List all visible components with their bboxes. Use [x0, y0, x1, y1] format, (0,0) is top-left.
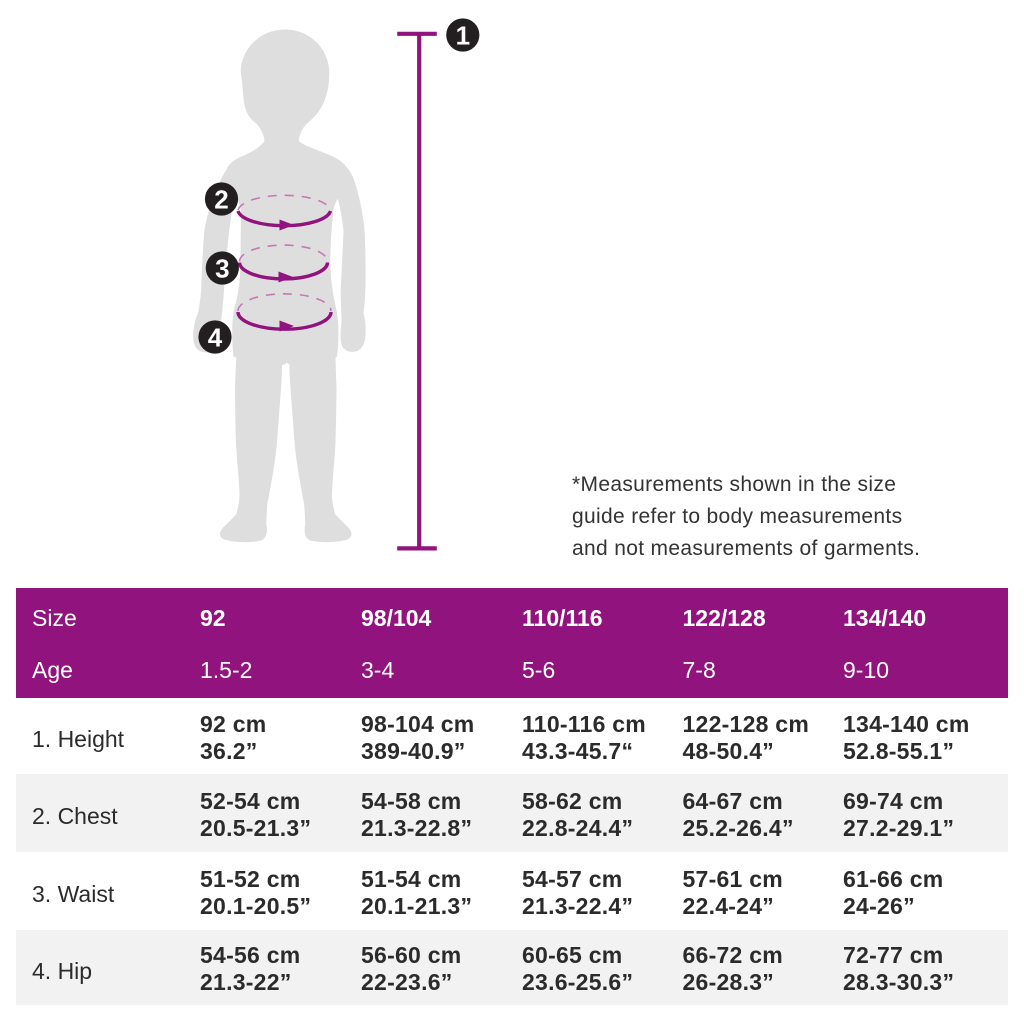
- svg-text:2: 2: [214, 184, 228, 214]
- svg-text:1: 1: [456, 20, 470, 50]
- svg-text:4: 4: [208, 322, 223, 352]
- svg-text:3: 3: [215, 253, 229, 283]
